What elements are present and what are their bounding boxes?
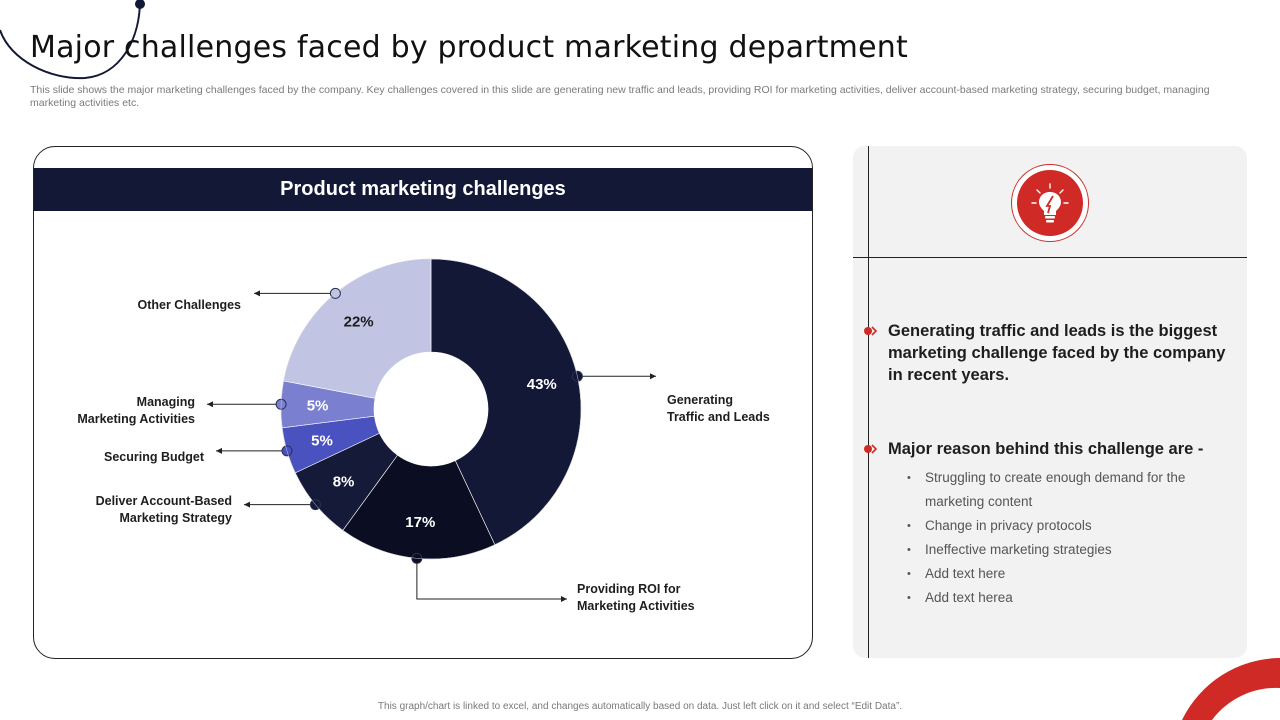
reasons-list: Struggling to create enough demand for t… — [905, 466, 1225, 610]
icon-badge — [1011, 164, 1089, 242]
callout-2: Providing ROI for Marketing Activities — [411, 552, 695, 613]
slice-category-label: Marketing Activities — [77, 412, 195, 426]
slice-value-label: 17% — [405, 514, 435, 531]
page-title: Major challenges faced by product market… — [30, 30, 908, 65]
bullet-marker-1 — [863, 326, 881, 336]
panel-divider-horizontal — [853, 257, 1247, 258]
donut-chart[interactable]: 43% Generating Traffic and Leads 17% Providi… — [34, 147, 813, 659]
reason-item: Struggling to create enough demand for t… — [905, 466, 1225, 514]
slice-category-label: Generating — [667, 393, 733, 407]
chart-title: Product marketing challenges — [34, 168, 812, 211]
page-subtitle: This slide shows the major marketing cha… — [30, 84, 1210, 109]
slice-category-label: Deliver Account-Based — [96, 494, 232, 508]
reason-item: Add text herea — [905, 586, 1225, 610]
slice-value-label: 5% — [311, 433, 333, 450]
callout-3: Deliver Account-Based Marketing Strategy — [96, 494, 321, 525]
slice-category-label: Providing ROI for — [577, 582, 681, 596]
slice-category-label: Securing Budget — [104, 450, 205, 464]
insight-panel: Generating traffic and leads is the bigg… — [853, 146, 1247, 658]
callout-1: Generating Traffic and Leads — [571, 370, 770, 424]
slice-category-label: Marketing Strategy — [119, 511, 232, 525]
panel-divider-vertical — [868, 146, 869, 658]
callout-6: Other Challenges — [138, 287, 341, 312]
insight-point-reasons-heading: Major reason behind this challenge are - — [888, 440, 1204, 458]
callout-5: Managing Marketing Activities — [77, 395, 287, 426]
bullet-marker-2 — [863, 444, 881, 454]
donut-outline — [280, 258, 582, 560]
slice-category-label: Managing — [137, 395, 195, 409]
reason-item: Ineffective marketing strategies — [905, 538, 1225, 562]
callout-4: Securing Budget — [104, 445, 293, 464]
insight-point-main: Generating traffic and leads is the bigg… — [888, 322, 1226, 384]
slice-value-label: 8% — [333, 473, 355, 490]
slice-value-label: 43% — [527, 376, 557, 393]
slice-value-label: 22% — [344, 314, 374, 331]
reason-item: Change in privacy protocols — [905, 514, 1225, 538]
chart-card[interactable]: Product marketing challenges 43% Generati… — [33, 146, 813, 659]
slice-category-label: Marketing Activities — [577, 599, 695, 613]
slice-category-label: Traffic and Leads — [667, 410, 770, 424]
footer-note: This graph/chart is linked to excel, and… — [377, 701, 903, 712]
reason-item: Add text here — [905, 562, 1225, 586]
lightbulb-icon — [1031, 183, 1069, 223]
slice-category-label: Other Challenges — [138, 298, 242, 312]
slice-value-label: 5% — [307, 397, 329, 414]
